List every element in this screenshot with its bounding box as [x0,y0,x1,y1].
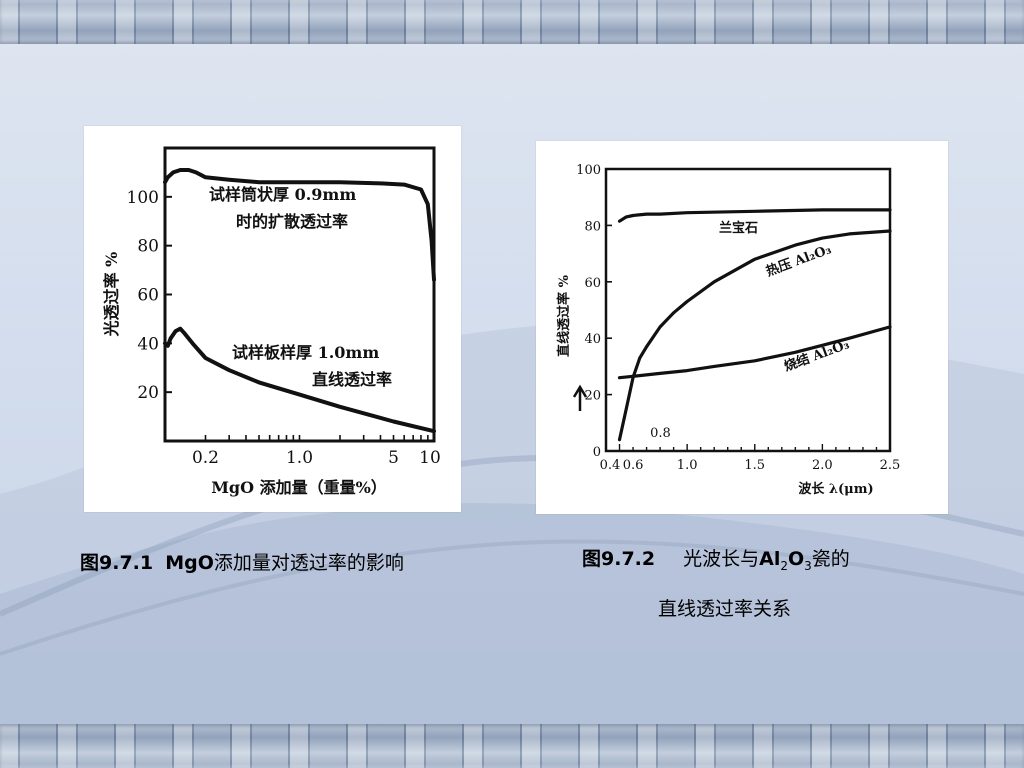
x-tick-label: 1.0 [677,458,698,473]
fig1-mgo: MgO [165,552,214,574]
y-tick-label: 20 [137,383,159,403]
y-axis-label: 直线透过率 % [556,274,572,357]
y-tick-label: 60 [584,276,601,291]
y-tick-label: 0 [593,445,601,460]
figure-caption-2-line2: 直线透过率关系 [658,598,792,620]
fig2-post: 瓷的 [811,548,850,570]
x-tick-label: 0.4 [600,458,621,473]
fig2-al: Al [759,548,781,570]
y-tick-label: 100 [576,163,601,178]
annotation-line: 试样筒状厚 0.9mm [209,185,356,204]
series-line-2 [163,326,436,434]
y-tick-label: 40 [137,334,159,354]
y-axis-label: 光透过率 % [102,252,121,338]
y-tick-label: 80 [584,219,601,234]
series-line-3 [617,325,892,380]
y-tick-label: 60 [137,286,159,306]
series-line-1 [163,168,436,282]
bottom-border-band [0,724,1024,768]
series-label: 热压 Al₂O₃ [764,241,834,279]
x-tick-label: 1.5 [744,458,765,473]
x-tick-label: 2.0 [812,458,833,473]
series-label: 烧结 Al₂O₃ [782,336,852,374]
y-tick-label: 40 [584,332,601,347]
fig2-pre: 光波长与 [683,548,760,570]
annotation-label: 0.8 [650,426,671,441]
wavelength-transmittance-chart: 0 20 40 60 80 100 0.4 0.6 1.0 1.5 2.0 2.5 波长 λ(μm) 直线… [556,163,901,497]
series-label: 兰宝石 [719,220,758,236]
x-axis-label: 波长 λ(μm) [798,481,873,497]
y-axis-arrow-icon [572,384,588,411]
fig2-sub2: 2 [780,558,788,573]
fig2-sub3: 3 [804,558,812,573]
x-tick-label: 10 [419,448,441,468]
y-tick-label: 80 [137,237,159,257]
plot-frame [604,167,892,453]
x-tick-label: 1.0 [286,448,313,468]
fig2-number: 图9.7.2 [582,548,656,570]
chart-panel-wavelength: 0 20 40 60 80 100 0.4 0.6 1.0 1.5 2.0 2.5 波长 λ(μm) 直线… [536,141,948,514]
x-tick-label: 0.2 [192,448,219,468]
x-axis-label: MgO 添加量（重量%） [211,478,387,497]
fig2-o: O [787,548,805,570]
x-tick-label: 2.5 [880,458,901,473]
figure-caption-1: 图9.7.1 MgO添加量对透过率的影响 [80,548,404,575]
y-tick-label: 100 [127,188,159,208]
chart-panel-mgo: 20 40 60 80 100 0.2 1.0 5 10 MgO 添加量（重量%） 光透过率 % 试样… [84,126,461,512]
figure-caption-2: 图9.7.2 光波长与Al2O3瓷的 [582,544,850,573]
fig1-rest: 添加量对透过率的影响 [213,552,404,574]
fig1-number: 图9.7.1 [80,552,154,574]
x-tick-label: 0.6 [623,458,644,473]
top-border-band [0,0,1024,44]
series-line-2 [617,229,892,442]
annotation-line: 试样板样厚 1.0mm [232,343,379,362]
y-tick-label: 20 [584,389,601,404]
mgo-transmittance-chart: 20 40 60 80 100 0.2 1.0 5 10 MgO 添加量（重量%） 光透过率 % 试样… [102,146,441,497]
annotation-line: 时的扩散透过率 [236,212,348,231]
annotation-line: 直线透过率 [312,370,392,389]
x-tick-label: 5 [388,448,399,468]
series-line-1 [617,208,892,223]
